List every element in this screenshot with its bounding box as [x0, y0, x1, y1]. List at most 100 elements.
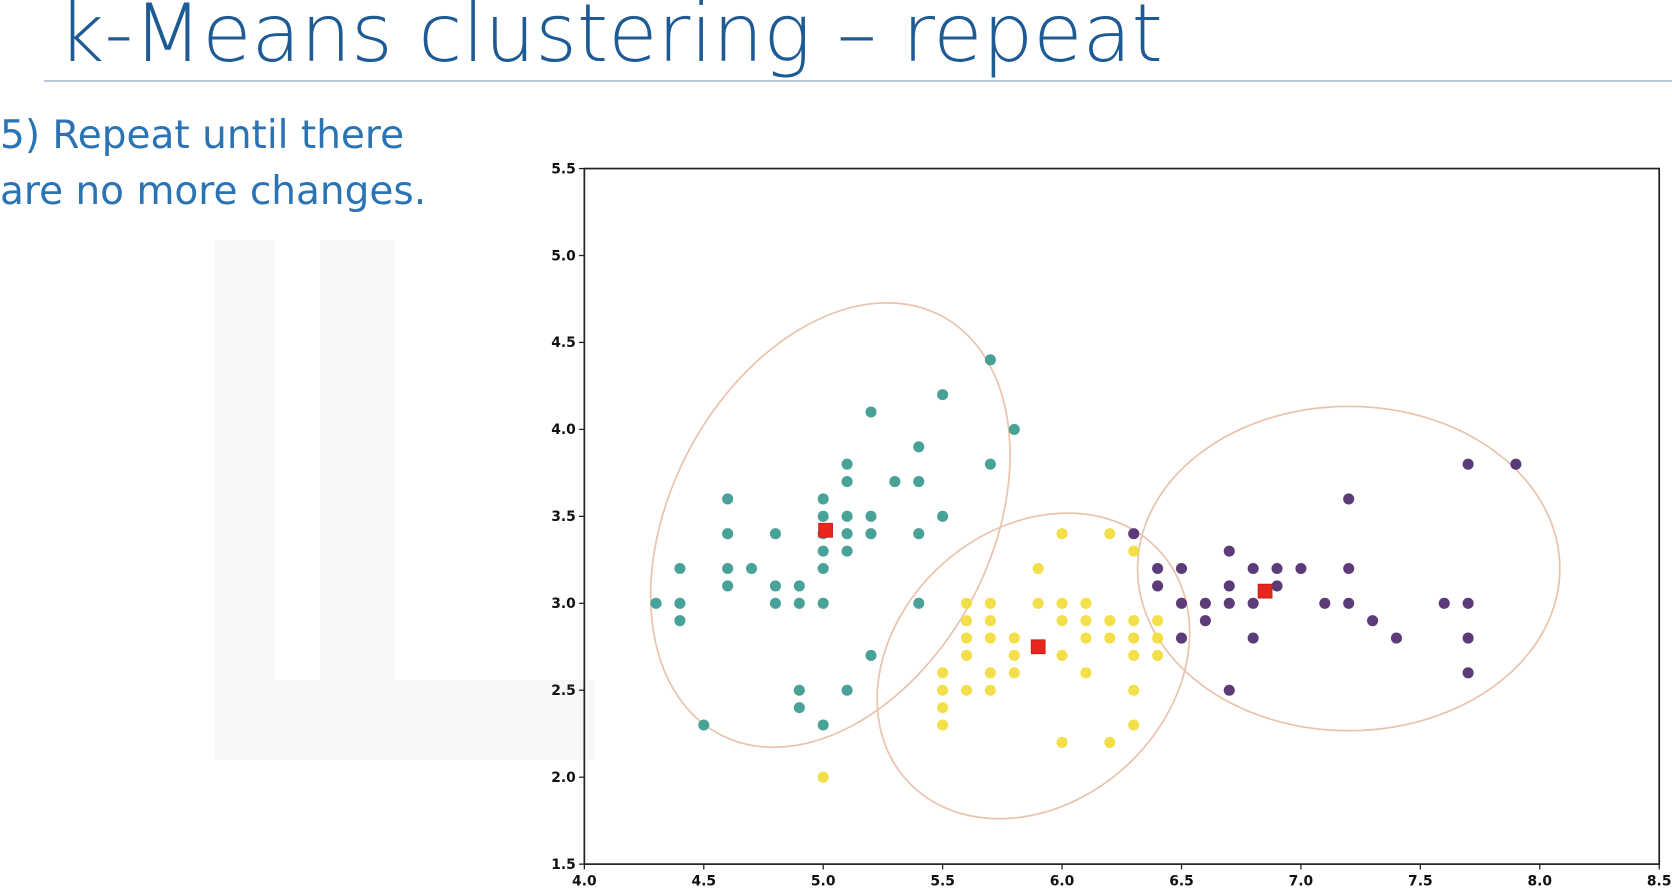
cluster-teal-point — [769, 597, 781, 609]
cluster-yellow-point — [1056, 528, 1068, 540]
cluster-purple-point — [1175, 562, 1188, 575]
cluster-purple-point — [1343, 562, 1355, 575]
cluster-yellow-point — [1056, 615, 1068, 627]
cluster-teal-point — [793, 702, 805, 714]
cluster-yellow-point — [1080, 667, 1092, 679]
y-tick-label: 4.5 — [551, 335, 576, 351]
cluster-purple-point — [1128, 528, 1140, 540]
centroid-teal-marker — [818, 522, 833, 538]
cluster-ellipse — [649, 301, 1011, 749]
cluster-yellow-point — [1104, 528, 1116, 540]
x-tick-label: 4.0 — [572, 873, 597, 889]
centroid-markers — [818, 522, 1273, 655]
cluster-purple-point — [1462, 458, 1474, 470]
cluster-yellow-point — [1152, 649, 1164, 662]
cluster-teal-point — [769, 528, 781, 540]
cluster-purple-point — [1247, 632, 1259, 644]
cluster-yellow-point — [984, 684, 996, 696]
cluster-purple-point — [1343, 597, 1355, 609]
cluster-teal-point — [746, 562, 758, 575]
cluster-yellow-point — [960, 597, 973, 609]
cluster-yellow-point — [984, 632, 996, 644]
x-axis-ticks: 4.0 4.5 5.0 5.5 6.0 6.5 7.0 7.5 8.0 8.5 — [572, 864, 1671, 889]
y-tick-label: 2.5 — [551, 683, 576, 699]
cluster-teal-point — [650, 597, 662, 609]
cluster-teal-point — [817, 719, 829, 731]
cluster-yellow-point — [1080, 632, 1092, 644]
cluster-teal-point — [817, 510, 829, 522]
cluster-teal-point — [913, 597, 925, 609]
cluster-yellow-point — [937, 667, 949, 679]
cluster-teal-point — [913, 528, 925, 540]
cluster-teal-point — [841, 545, 853, 557]
bullet-text: 5) Repeat until there are no more change… — [0, 108, 426, 220]
cluster-teal-point — [841, 458, 853, 470]
cluster-teal-point — [817, 493, 829, 505]
cluster-teal-point — [698, 719, 710, 731]
cluster-teal-point — [865, 528, 877, 540]
cluster-yellow-point — [1104, 632, 1116, 644]
cluster-purple-point — [1271, 580, 1283, 592]
cluster-teal-point — [841, 476, 853, 488]
y-tick-label: 2.0 — [551, 770, 576, 786]
cluster-teal-point — [913, 441, 925, 453]
y-axis-ticks: 1.5 2.0 2.5 3.0 3.5 4.0 4.5 5.0 5.5 — [551, 161, 585, 873]
cluster-ellipses — [649, 301, 1561, 820]
cluster-purple-point — [1343, 493, 1355, 505]
cluster-yellow-point — [1104, 615, 1116, 627]
y-tick-label: 3.5 — [551, 509, 576, 525]
x-tick-label: 6.0 — [1050, 873, 1075, 889]
cluster-purple-point — [1462, 597, 1474, 609]
x-tick-label: 7.5 — [1408, 873, 1433, 889]
cluster-purple-point — [1175, 597, 1188, 609]
cluster-teal-point — [722, 562, 734, 575]
cluster-yellow-point — [960, 684, 973, 696]
cluster-teal-point — [841, 528, 853, 540]
cluster-purple-point — [1175, 632, 1188, 644]
cluster-teal-point — [674, 562, 686, 575]
cluster-yellow-point — [1056, 597, 1068, 609]
cluster-yellow-point — [1128, 649, 1140, 662]
background-watermark — [215, 240, 275, 760]
cluster-purple-point — [1462, 632, 1474, 644]
cluster-teal-point — [865, 510, 877, 522]
centroid-purple-marker — [1257, 583, 1273, 599]
x-tick-label: 4.5 — [691, 873, 716, 889]
cluster-yellow-point — [1128, 632, 1140, 644]
cluster-yellow-point — [1032, 597, 1044, 609]
cluster-purple-point — [1367, 615, 1379, 627]
cluster-teal-point — [722, 493, 734, 505]
cluster-teal-point — [817, 597, 829, 609]
cluster-teal-point — [865, 649, 877, 662]
cluster-teal-point — [674, 615, 686, 627]
cluster-yellow-point — [937, 702, 949, 714]
cluster-yellow-point — [984, 667, 996, 679]
cluster-purple-point — [1319, 597, 1331, 609]
cluster-purple-point — [1223, 545, 1235, 557]
cluster-purple-point — [1223, 684, 1235, 696]
cluster-teal-point — [841, 510, 853, 522]
cluster-yellow-point — [984, 615, 996, 627]
cluster-purple-point — [1152, 580, 1164, 592]
cluster-yellow-point — [1128, 545, 1140, 557]
x-tick-label: 6.5 — [1169, 873, 1194, 889]
cluster-yellow-point — [1056, 736, 1068, 748]
cluster-yellow-point — [1080, 615, 1092, 627]
y-tick-label: 3.0 — [551, 596, 576, 612]
cluster-yellow-point — [1008, 667, 1020, 679]
cluster-yellow-point — [960, 649, 973, 662]
cluster-teal-point — [937, 510, 949, 522]
cluster-yellow-point — [937, 684, 949, 696]
cluster-purple-point — [1462, 667, 1474, 679]
cluster-teal-point — [793, 684, 805, 696]
cluster-teal-point — [913, 476, 925, 488]
cluster-purple-point — [1199, 597, 1211, 609]
background-watermark — [320, 240, 395, 720]
title-divider — [44, 80, 1672, 82]
cluster-yellow-point — [1152, 615, 1164, 627]
background-watermark — [215, 680, 595, 760]
slide-title: k-Means clustering – repeat — [58, 0, 1163, 80]
cluster-yellow-point — [1128, 615, 1140, 627]
cluster-purple-point — [1271, 562, 1283, 575]
